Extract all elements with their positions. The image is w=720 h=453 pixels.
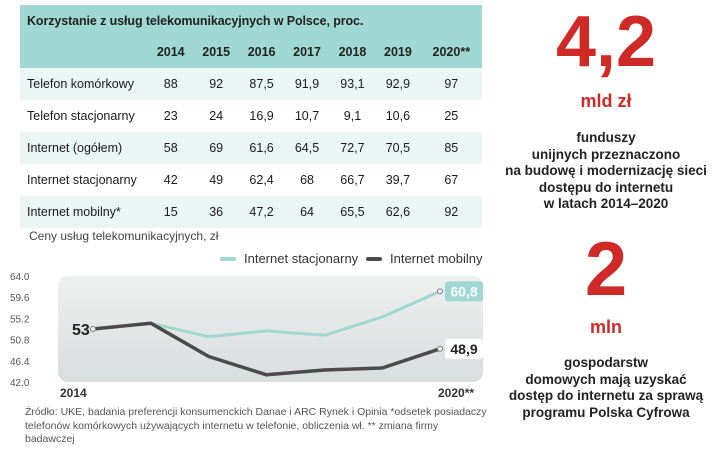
legend-item-stacjonarny: Internet stacjonarny (220, 251, 358, 266)
table-cell: 10,7 (294, 109, 320, 123)
table-cell: 67 (444, 173, 459, 187)
table-cell: 92 (444, 205, 459, 219)
end-value-label-mobilny: 48,9 (450, 341, 477, 357)
desc-line: dostępu do internetu (538, 179, 674, 195)
highlight-number-funding: 4,2 (555, 2, 657, 82)
row-label: Internet (ogółem) (27, 141, 123, 155)
table-cell: 15 (163, 205, 178, 219)
table-cell: 25 (444, 109, 459, 123)
table-header-row: 2014 2015 2016 2017 2018 2019 2020** (20, 36, 482, 68)
table-cell: 64,5 (294, 141, 320, 155)
chart-title: Ceny usług telekomunikacyjnych, zł (29, 229, 219, 243)
highlight-number-households: 2 (584, 227, 628, 312)
year-header: 2016 (247, 45, 276, 59)
table-cell: 85 (444, 141, 459, 155)
x-tick-label-start: 2014 (60, 386, 87, 400)
end-point-marker-stacjonarny (437, 288, 443, 295)
table-cell: 16,9 (249, 109, 274, 123)
table-cell: 49 (209, 173, 224, 187)
table-cell: 88 (163, 77, 178, 91)
row-label: Telefon stacjonarny (27, 109, 135, 123)
table-row: Internet (ogółem) 58 69 61,6 64,5 72,7 7… (20, 132, 482, 164)
table-cell: 62,4 (249, 173, 274, 187)
legend-label-stacjonarny: Internet stacjonarny (244, 251, 359, 266)
row-label: Telefon komórkowy (27, 77, 134, 91)
y-tick-label: 64.0 (10, 272, 30, 283)
table-cell: 10,6 (385, 109, 411, 123)
year-header: 2014 (156, 45, 185, 59)
end-point-marker-mobilny (437, 345, 443, 352)
desc-line: w latach 2014–2020 (543, 196, 669, 212)
desc-line: unijnych przeznaczono (531, 146, 681, 162)
table-cell: 68 (300, 173, 314, 187)
desc-line: gospodarstw (563, 355, 648, 370)
table-row: Telefon komórkowy 88 92 87,5 91,9 93,1 9… (20, 68, 482, 100)
table-cell: 65,5 (340, 205, 365, 219)
table-cell: 97 (444, 77, 459, 91)
table-cell: 91,9 (294, 77, 320, 91)
end-value-label-stacjonarny-box (445, 281, 483, 302)
table-cell: 61,6 (249, 141, 274, 155)
desc-line: funduszy (576, 130, 636, 145)
end-value-label-mobilny-box (445, 338, 483, 359)
y-tick-label: 42.0 (10, 378, 30, 388)
table-row: Telefon stacjonarny 23 24 16,9 10,7 9,1 … (20, 100, 482, 132)
year-header: 2015 (202, 45, 231, 59)
table-title: Korzystanie z usług telekomunikacyjnych … (20, 5, 482, 36)
usage-table-panel: Korzystanie z usług telekomunikacyjnych … (20, 5, 482, 229)
table-cell: 92,9 (385, 77, 411, 91)
y-tick-label: 59.6 (10, 293, 30, 304)
table-cell: 64 (300, 205, 314, 219)
desc-line: programu Polska Cyfrowa (522, 404, 690, 420)
table-cell: 72,7 (340, 141, 365, 155)
price-line-chart: 64.0 59.6 55.2 50.8 46.4 42.0 53 60,8 48,9 (10, 272, 483, 388)
y-tick-label: 55.2 (10, 314, 30, 325)
table-cell: 39,7 (385, 173, 411, 187)
y-tick-label: 46.4 (10, 357, 30, 368)
header-corner (20, 36, 148, 68)
highlight-desc-households: gospodarstw domowych mają uzyskać dostęp… (500, 355, 712, 421)
table-cell: 66,7 (340, 173, 365, 187)
year-header: 2018 (338, 45, 367, 59)
row-label: Internet mobilny* (27, 205, 121, 219)
table-cell: 47,2 (249, 205, 274, 219)
desc-line: dostęp do internetu za sprawą (508, 388, 704, 404)
source-footnote: Źródło: UKE, badania preferencji konsume… (25, 406, 487, 445)
table-row: Internet mobilny* 15 36 47,2 64 65,5 62,… (20, 196, 482, 228)
legend-label-mobilny: Internet mobilny (390, 251, 483, 266)
highlight-unit-households: mln (589, 317, 622, 337)
table-cell: 36 (209, 205, 224, 219)
row-label: Internet stacjonarny (27, 173, 137, 187)
x-tick-label-end: 2020** (438, 386, 475, 400)
table-row: Internet stacjonarny 42 49 62,4 68 66,7 … (20, 164, 482, 196)
table-cell: 92 (209, 77, 224, 91)
year-header: 2017 (293, 45, 321, 59)
table-cell: 24 (209, 109, 224, 123)
series-line-mobilny (91, 321, 442, 377)
chart-plot-area (58, 276, 483, 382)
start-value-label: 53 (72, 322, 90, 339)
table-cell: 70,5 (385, 141, 411, 155)
desc-line: na budowę i modernizację sieci (505, 163, 707, 179)
table-cell: 93,1 (340, 77, 365, 91)
usage-table: 2014 2015 2016 2017 2018 2019 2020** Tel… (20, 36, 482, 228)
start-point-marker (90, 326, 96, 332)
table-cell: 62,6 (385, 205, 411, 219)
table-cell: 69 (209, 141, 224, 155)
table-cell: 87,5 (249, 77, 274, 91)
table-cell: 42 (163, 173, 178, 187)
table-cell: 58 (163, 141, 178, 155)
end-value-label-stacjonarny: 60,8 (450, 283, 477, 299)
year-header: 2019 (384, 45, 412, 59)
legend-item-mobilny: Internet mobilny (366, 251, 483, 266)
desc-line: domowych mają uzyskać (525, 371, 687, 387)
year-header: 2020** (432, 45, 471, 59)
legend-swatch-stacjonarny (220, 256, 236, 261)
y-tick-label: 50.8 (10, 336, 30, 347)
table-cell: 9,1 (343, 109, 362, 123)
highlight-desc-funding: funduszy unijnych przeznaczono na budowę… (500, 130, 712, 213)
legend-swatch-mobilny (366, 256, 382, 261)
highlight-unit-funding: mld zł (580, 91, 632, 111)
table-cell: 23 (163, 109, 178, 123)
